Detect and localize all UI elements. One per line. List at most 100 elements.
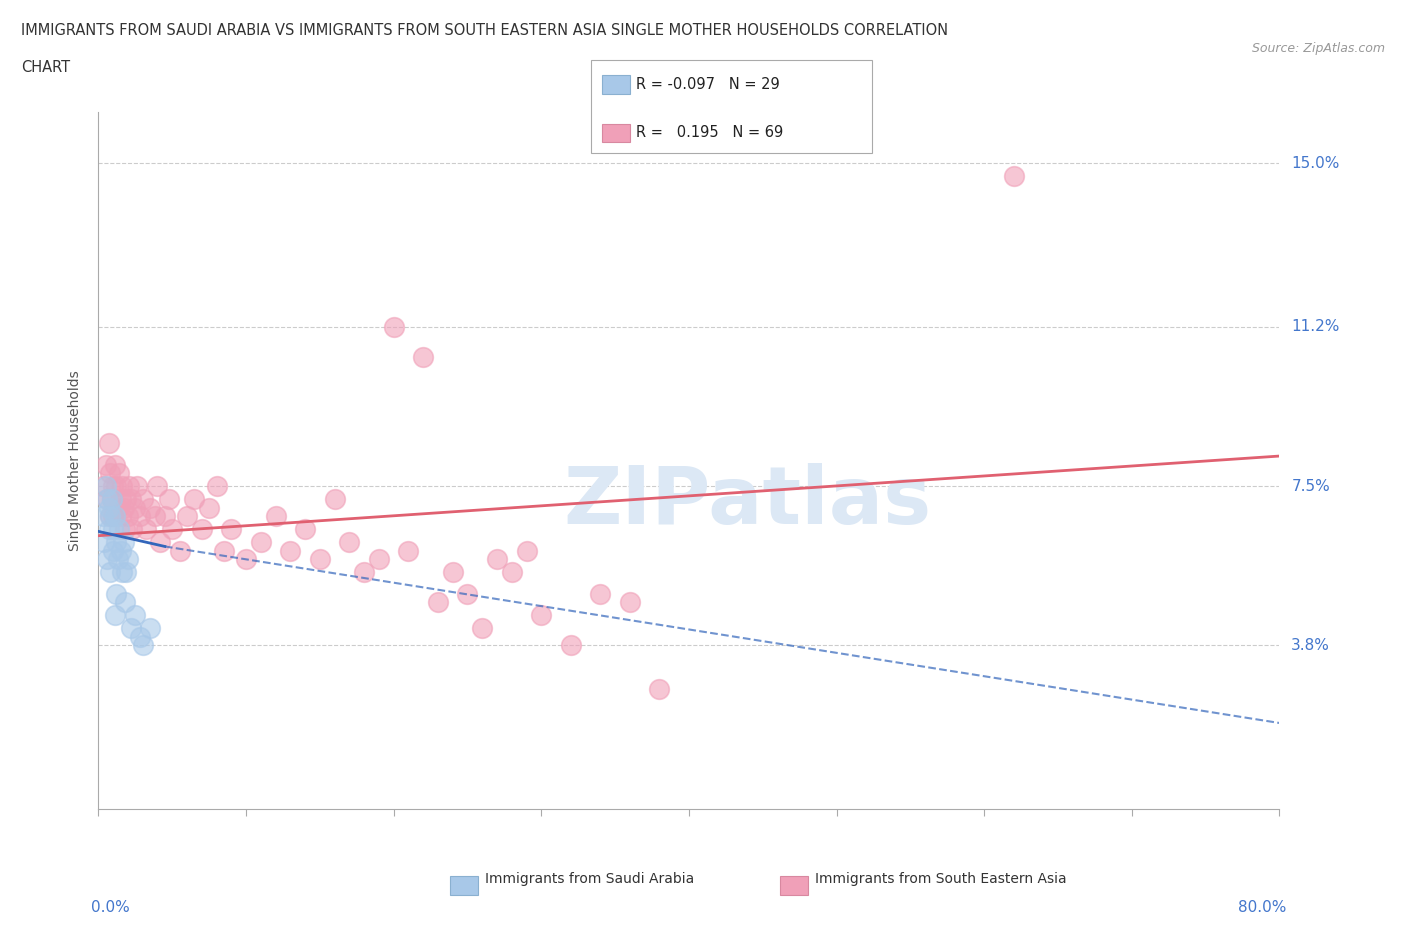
Point [104, 509, 127, 524]
Text: IMMIGRANTS FROM SAUDI ARABIA VS IMMIGRANTS FROM SOUTH EASTERN ASIA SINGLE MOTHER: IMMIGRANTS FROM SAUDI ARABIA VS IMMIGRAN… [21, 23, 948, 38]
Point [117, 551, 139, 566]
Point [112, 500, 135, 515]
Point [98, 509, 121, 524]
Point [368, 551, 391, 566]
Text: 80.0%: 80.0% [1239, 899, 1286, 914]
Point [96, 492, 118, 507]
Point [427, 595, 450, 610]
Point [353, 565, 375, 579]
Point [135, 522, 157, 537]
Point [157, 492, 180, 507]
Text: CHART: CHART [21, 60, 70, 75]
Point [149, 535, 172, 550]
Point [107, 551, 129, 566]
Point [93, 535, 115, 550]
Point [103, 479, 125, 494]
Point [619, 595, 641, 610]
Point [183, 492, 205, 507]
Point [278, 543, 302, 558]
Point [132, 492, 155, 507]
Point [105, 587, 128, 602]
Point [110, 543, 132, 558]
Point [205, 479, 228, 494]
Point [125, 479, 148, 494]
Point [110, 492, 132, 507]
Point [124, 608, 146, 623]
Point [162, 522, 183, 537]
Text: 15.0%: 15.0% [1291, 155, 1340, 171]
Point [191, 522, 214, 537]
Point [98, 509, 121, 524]
Point [589, 587, 612, 602]
Text: 7.5%: 7.5% [1291, 479, 1330, 494]
Point [118, 479, 141, 494]
Text: Immigrants from Saudi Arabia: Immigrants from Saudi Arabia [485, 871, 695, 886]
Point [117, 509, 139, 524]
Point [114, 522, 136, 537]
Point [115, 565, 138, 579]
Point [235, 551, 257, 566]
Point [100, 492, 122, 507]
Point [139, 621, 162, 636]
Point [309, 551, 332, 566]
Point [198, 500, 221, 515]
Point [382, 319, 405, 334]
Text: 0.0%: 0.0% [91, 899, 129, 914]
Point [91, 509, 114, 524]
Point [104, 608, 127, 623]
Point [124, 500, 146, 515]
Point [143, 509, 166, 524]
Point [219, 522, 242, 537]
Point [105, 479, 128, 494]
Point [486, 551, 509, 566]
Point [94, 458, 117, 472]
Point [396, 543, 419, 558]
Point [264, 509, 287, 524]
Point [103, 543, 125, 558]
Point [153, 509, 176, 524]
Point [212, 543, 235, 558]
Text: 3.8%: 3.8% [1291, 638, 1330, 653]
Point [530, 608, 553, 623]
Point [94, 479, 117, 494]
Point [98, 565, 121, 579]
Point [105, 535, 128, 550]
Point [132, 638, 155, 653]
Point [146, 479, 169, 494]
Point [103, 509, 125, 524]
Point [1002, 168, 1025, 183]
Text: 11.2%: 11.2% [1291, 319, 1340, 335]
Point [128, 630, 150, 644]
Point [323, 492, 346, 507]
Point [456, 587, 478, 602]
Point [250, 535, 273, 550]
Point [97, 500, 120, 515]
Point [97, 522, 120, 537]
Point [111, 479, 134, 494]
Point [103, 522, 125, 537]
Point [120, 621, 142, 636]
Point [412, 350, 434, 365]
Point [501, 565, 523, 579]
Point [515, 543, 537, 558]
Text: Immigrants from South Eastern Asia: Immigrants from South Eastern Asia [815, 871, 1067, 886]
Point [169, 543, 191, 558]
Point [176, 509, 198, 524]
Point [108, 466, 131, 481]
Point [100, 492, 122, 507]
Text: ZIPatlas: ZIPatlas [564, 463, 932, 541]
Point [104, 458, 127, 472]
Point [91, 479, 114, 494]
Text: R =   0.195   N = 69: R = 0.195 N = 69 [636, 126, 783, 140]
Point [121, 522, 143, 537]
Point [128, 509, 150, 524]
Point [112, 535, 135, 550]
Point [337, 535, 360, 550]
Point [96, 551, 118, 566]
Point [120, 492, 142, 507]
Point [139, 500, 162, 515]
Y-axis label: Single Mother Households: Single Mother Households [69, 370, 83, 551]
Point [294, 522, 316, 537]
Point [97, 435, 120, 450]
Point [560, 638, 582, 653]
